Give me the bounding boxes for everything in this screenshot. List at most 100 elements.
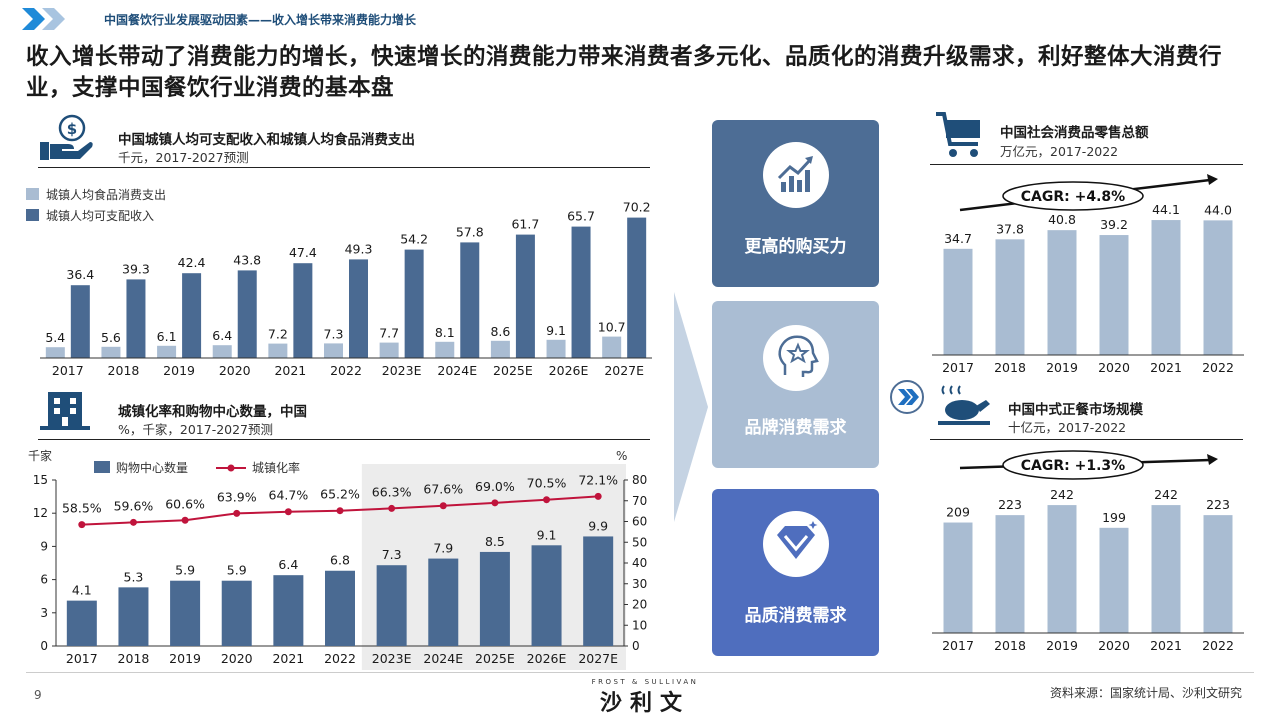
- tick-retail-2017: 2017: [942, 360, 974, 375]
- label-catering-2021: 242: [1154, 487, 1178, 502]
- label-catering-2022: 223: [1206, 497, 1230, 512]
- tick-catering-2019: 2019: [1046, 638, 1078, 653]
- bar-mall-2022: [325, 570, 355, 646]
- cagr-label: CAGR: +4.8%: [1021, 189, 1125, 205]
- bar-income-2020: [237, 270, 257, 358]
- legend-bar-label: 购物中心数量: [116, 460, 188, 475]
- bar-mall-2018: [118, 587, 149, 646]
- label-urban-2017: 58.5%: [62, 501, 102, 516]
- label-mall-2017: 4.1: [72, 583, 92, 598]
- label-mall-2027E: 9.9: [588, 518, 608, 533]
- point-urban-2025E: [491, 499, 499, 507]
- tick-retail-2020: 2020: [1098, 360, 1130, 375]
- roast-chicken-icon: [938, 385, 990, 425]
- label-mall-2026E: 9.1: [537, 527, 557, 542]
- flow-arrow-icon: [674, 292, 708, 522]
- income-divider: [38, 167, 650, 168]
- point-urban-2024E: [439, 502, 447, 510]
- tick-2027E: 2027E: [604, 363, 644, 378]
- label-retail-2022: 44.0: [1204, 202, 1232, 217]
- label-income-2021: 47.4: [289, 245, 317, 260]
- label-urban-2026E: 70.5%: [527, 476, 567, 491]
- tick-2025E: 2025E: [493, 363, 533, 378]
- label-retail-2021: 44.1: [1152, 202, 1180, 217]
- legend-swatch-1: [26, 209, 39, 221]
- point-urban-2017: [78, 521, 86, 529]
- label-urban-2021: 64.7%: [269, 488, 309, 503]
- tick-2024E: 2024E: [423, 651, 463, 666]
- bar-income-2026E: [571, 226, 591, 358]
- label-urban-2027E: 72.1%: [578, 472, 618, 487]
- building-icon: [40, 392, 90, 430]
- label-mall-2021: 6.4: [278, 557, 298, 572]
- label-mall-2022: 6.8: [330, 553, 350, 568]
- point-urban-2027E: [594, 492, 602, 500]
- retail-chart-subtitle: 万亿元，2017-2022: [1000, 144, 1119, 159]
- label-food-2023E: 7.7: [379, 326, 399, 341]
- right-tick-20: 20: [632, 598, 647, 612]
- bar-food-2026E: [546, 339, 566, 358]
- driver-purchase-power-label: 更高的购买力: [744, 237, 847, 257]
- growth-chart-icon: [762, 142, 829, 208]
- cagr-arrowhead: [1207, 174, 1218, 185]
- label-urban-2018: 59.6%: [114, 498, 154, 513]
- shopping-cart-icon: [936, 112, 980, 157]
- right-unit: %: [616, 449, 627, 463]
- bar-catering-2020: [1099, 527, 1129, 633]
- tick-2020: 2020: [221, 651, 253, 666]
- urban-chart: 千家 % 购物中心数量 城镇化率 0 3 6 9 12 15 0 10 20 30 40 50 60 70 80 4.…: [28, 448, 647, 670]
- left-tick-12: 12: [33, 506, 48, 520]
- double-chevron-icon: [890, 380, 924, 414]
- money-hand-icon: $: [40, 114, 93, 160]
- label-food-2022: 7.3: [324, 326, 344, 341]
- logo-chevrons-icon: [22, 8, 65, 30]
- driver-quality-demand: 品质消费需求: [712, 489, 879, 656]
- label-retail-2019: 40.8: [1048, 212, 1076, 227]
- right-tick-80: 80: [632, 473, 647, 487]
- bar-mall-2017: [66, 600, 97, 646]
- bar-catering-2021: [1151, 505, 1181, 633]
- legend-label-0: 城镇人均食品消费支出: [46, 187, 166, 202]
- bar-income-2025E: [515, 234, 535, 358]
- left-tick-3: 3: [40, 606, 48, 620]
- bar-mall-2020: [221, 580, 252, 646]
- label-mall-2018: 5.3: [124, 569, 144, 584]
- label-income-2025E: 61.7: [511, 217, 539, 232]
- brand-chinese: 沙利文: [599, 691, 690, 716]
- label-urban-2019: 60.6%: [165, 496, 205, 511]
- label-income-2022: 49.3: [345, 241, 373, 256]
- tick-2018: 2018: [118, 651, 150, 666]
- right-tick-30: 30: [632, 577, 647, 591]
- cagr-arrowhead: [1207, 454, 1218, 465]
- page-number: 9: [34, 688, 42, 702]
- bar-income-2022: [349, 259, 368, 358]
- tick-2023E: 2023E: [372, 651, 412, 666]
- diamond-icon: [762, 511, 829, 577]
- label-income-2018: 39.3: [122, 261, 150, 276]
- bar-catering-2017: [943, 522, 973, 633]
- bar-food-2019: [157, 345, 177, 358]
- bar-mall-2021: [273, 575, 304, 646]
- income-chart-subtitle: 千元，2017-2027预测: [118, 150, 249, 165]
- tick-2022: 2022: [330, 363, 362, 378]
- tick-2025E: 2025E: [475, 651, 515, 666]
- label-urban-2025E: 69.0%: [475, 479, 515, 494]
- driver-brand-demand: 品牌消费需求: [712, 301, 879, 468]
- label-catering-2018: 223: [998, 497, 1022, 512]
- tick-2019: 2019: [169, 651, 201, 666]
- tick-2026E: 2026E: [527, 651, 567, 666]
- tick-retail-2021: 2021: [1150, 360, 1182, 375]
- label-food-2017: 5.4: [45, 330, 65, 345]
- label-urban-2020: 63.9%: [217, 489, 257, 504]
- bar-income-2021: [293, 263, 313, 358]
- tick-2020: 2020: [219, 363, 251, 378]
- bar-catering-2018: [995, 515, 1025, 633]
- label-mall-2024E: 7.9: [433, 541, 453, 556]
- bar-retail-2018: [995, 239, 1025, 355]
- tick-catering-2021: 2021: [1150, 638, 1182, 653]
- label-retail-2020: 39.2: [1100, 217, 1128, 232]
- bar-food-2024E: [435, 341, 455, 358]
- label-mall-2023E: 7.3: [382, 547, 402, 562]
- driver-brand-demand-label: 品牌消费需求: [744, 418, 847, 438]
- tick-retail-2018: 2018: [994, 360, 1026, 375]
